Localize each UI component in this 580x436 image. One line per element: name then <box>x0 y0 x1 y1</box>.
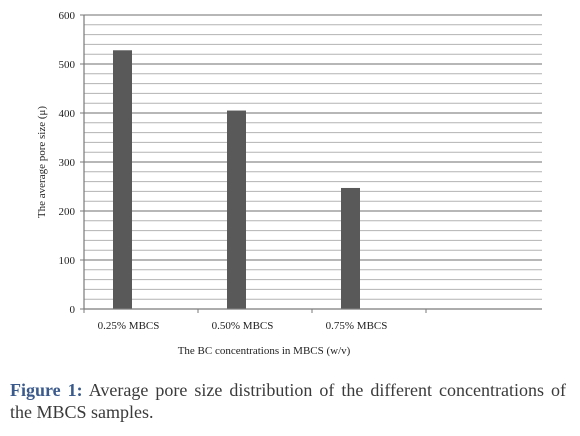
bars <box>113 50 360 309</box>
tick-labels: 0 100 200 300 400 500 600 0.25% MBCS 0.50% MBCS 0… <box>59 10 388 332</box>
x-axis-title: The BC concentrations in MBCS (w/v) <box>178 345 351 357</box>
x-tick-label: 0.75% MBCS <box>326 320 388 332</box>
y-tick-label: 300 <box>59 157 76 169</box>
x-tick-label: 0.50% MBCS <box>212 320 274 332</box>
x-tick-label: 0.25% MBCS <box>98 320 160 332</box>
bar-1 <box>113 50 132 309</box>
bar-3 <box>341 187 360 309</box>
gridlines <box>84 14 542 300</box>
y-tick-label: 400 <box>59 108 76 120</box>
figure-label: Figure 1: <box>10 380 83 400</box>
y-axis-title: The average pore size (μ) <box>36 106 48 219</box>
bar-2 <box>227 110 246 309</box>
figure-caption: Figure 1: Average pore size distribution… <box>10 379 566 423</box>
y-tick-label: 600 <box>59 10 76 22</box>
y-tick-label: 500 <box>59 59 76 71</box>
figure-caption-text: Average pore size distribution of the di… <box>10 380 566 422</box>
y-tick-label: 0 <box>70 304 76 316</box>
y-tick-label: 100 <box>59 255 76 267</box>
bar-chart: 0 100 200 300 400 500 600 0.25% MBCS 0.50% MBCS 0… <box>36 10 542 357</box>
axes <box>80 14 542 313</box>
y-tick-label: 200 <box>59 206 76 218</box>
